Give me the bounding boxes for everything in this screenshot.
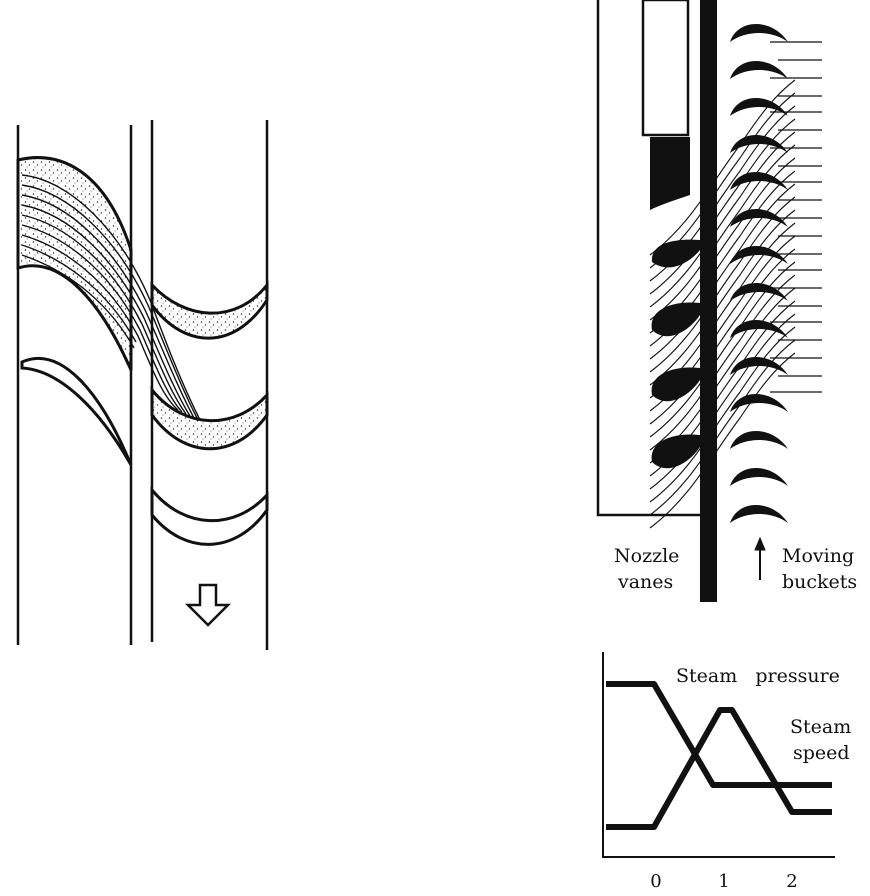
up-arrow-icon <box>754 536 766 580</box>
streamline-10 <box>649 196 796 373</box>
left-nozzle-vane-lower <box>20 356 133 466</box>
nozzle-vane-1 <box>651 239 700 268</box>
moving-bucket-14 <box>730 505 788 523</box>
left-moving-bucket-2 <box>150 385 269 451</box>
left-nozzle-vane-upper <box>16 156 133 371</box>
streamline-4 <box>649 118 796 295</box>
x-tick-1: 1 <box>718 871 730 892</box>
nozzle-vane-3 <box>651 367 700 402</box>
moving-bucket-8 <box>730 283 788 301</box>
streamline-1 <box>649 79 796 256</box>
pressure-speed-graph <box>602 652 835 858</box>
x-tick-2: 2 <box>786 871 798 892</box>
streamline-17 <box>649 287 796 464</box>
moving-bucket-9 <box>730 320 788 338</box>
steam-speed-label-line2: speed <box>793 742 850 764</box>
moving-buckets-label-line2: buckets <box>782 571 858 593</box>
streamline-18 <box>649 300 796 477</box>
nozzle-solid-block <box>650 137 690 210</box>
streamline-9 <box>649 183 796 360</box>
streamline-19 <box>649 313 796 490</box>
x-tick-0: 0 <box>650 871 662 892</box>
right-turbine-diagram <box>596 0 822 602</box>
left-moving-bucket-1 <box>150 280 269 340</box>
moving-buckets-label-line1: Moving <box>782 545 855 567</box>
streamline-11 <box>649 209 796 386</box>
streamline-22 <box>649 352 796 529</box>
streamline-12 <box>649 222 796 399</box>
nozzle-vanes-label-line1: Nozzle <box>614 545 680 567</box>
left-moving-bucket-3 <box>150 485 269 546</box>
streamline-5 <box>649 131 796 308</box>
bucket-tick-lines <box>770 41 822 393</box>
steam-pressure-curve <box>606 681 832 788</box>
nozzle-vane-2 <box>651 302 700 337</box>
left-flow-diagram <box>16 120 269 650</box>
streamline-15 <box>649 261 796 438</box>
moving-bucket-12 <box>730 431 788 449</box>
down-arrow-icon <box>184 583 232 627</box>
nozzle-vanes-label-line2: vanes <box>618 571 674 593</box>
moving-bucket-1 <box>730 24 788 42</box>
streamline-2 <box>649 92 796 269</box>
right-streamlines <box>649 79 796 529</box>
moving-bucket-6 <box>730 209 788 227</box>
moving-bucket-2 <box>730 61 788 79</box>
nozzle-vane-4 <box>651 434 700 469</box>
streamline-20 <box>649 326 796 503</box>
nozzle-inner-block <box>641 0 690 137</box>
moving-bucket-13 <box>730 468 788 486</box>
moving-bucket-10 <box>730 357 788 375</box>
steam-speed-label-line1: Steam <box>790 716 852 738</box>
moving-bucket-5 <box>730 172 788 190</box>
steam-speed-curve <box>606 707 832 830</box>
streamline-14 <box>649 248 796 425</box>
moving-bucket-7 <box>730 246 788 264</box>
moving-bucket-3 <box>730 98 788 116</box>
rotor-bar <box>700 0 717 602</box>
moving-bucket-11 <box>730 394 788 412</box>
steam-pressure-label: Steam pressure <box>676 665 840 687</box>
streamline-3 <box>649 105 796 282</box>
streamline-6 <box>649 144 796 321</box>
streamline-7 <box>649 157 796 334</box>
streamline-16 <box>649 274 796 451</box>
nozzle-vanes <box>651 239 700 469</box>
streamline-8 <box>649 170 796 347</box>
left-streamlines <box>21 174 201 421</box>
